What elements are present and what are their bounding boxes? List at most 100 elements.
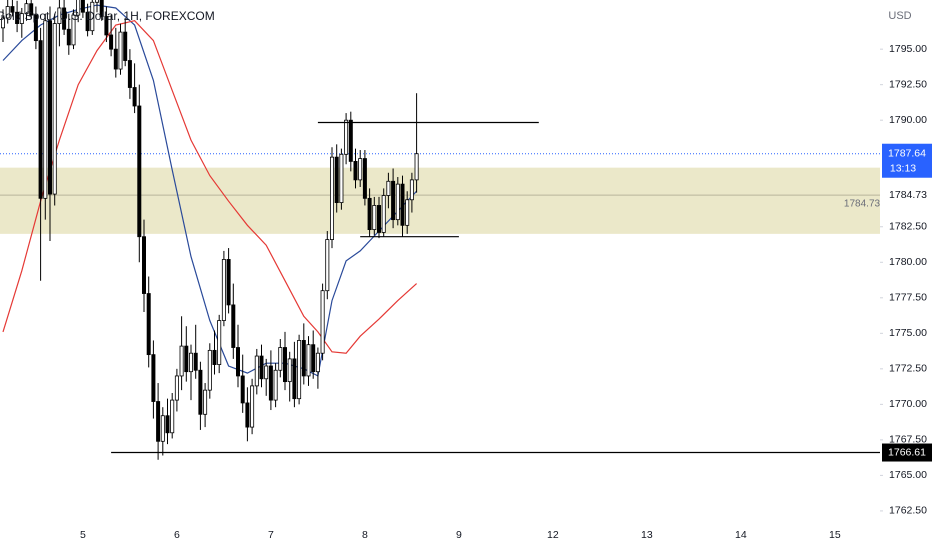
candle-body	[282, 347, 287, 383]
candle-body	[217, 320, 222, 365]
candle-body	[80, 0, 85, 13]
y-tick-label: 1780.00	[889, 256, 927, 268]
candle-body	[292, 358, 297, 400]
candle-body	[193, 352, 198, 371]
candle-body	[254, 355, 259, 387]
y-tick-label: 1790.00	[889, 114, 927, 126]
candle-body	[339, 153, 344, 204]
zone-line-label: 1784.73	[844, 199, 881, 210]
candle-body	[52, 23, 57, 195]
candle-body	[104, 16, 109, 36]
candle-body	[19, 13, 24, 24]
candle-body	[344, 119, 349, 155]
countdown-label: 13:13	[890, 163, 916, 175]
candle-body	[391, 180, 396, 221]
candle-body	[381, 195, 386, 233]
candle-body	[325, 239, 330, 292]
candle-body	[311, 344, 316, 373]
candle-body	[372, 205, 377, 231]
candle-body	[137, 105, 142, 238]
candle-body	[386, 180, 391, 196]
x-tick-label: 8	[362, 529, 368, 541]
candle-body	[334, 156, 339, 204]
candle-body	[132, 87, 137, 107]
candle-body	[297, 340, 302, 400]
candle-body	[184, 345, 189, 373]
candle-body	[146, 293, 151, 356]
candle-body	[358, 158, 363, 181]
x-tick-label: 6	[174, 529, 180, 541]
candle-body	[10, 6, 15, 13]
candle-body	[95, 0, 100, 3]
candle-body	[259, 355, 264, 380]
candle-body	[76, 0, 81, 16]
candle-body	[235, 347, 240, 377]
candle-body	[62, 7, 67, 30]
y-tick-label: 1762.50	[889, 505, 927, 517]
price-axis: 1795.00 1792.50 1790.00 1782.50 1780.00 1777.…	[880, 43, 932, 517]
x-tick-label: 15	[829, 529, 841, 541]
y-tick-label: 1765.00	[889, 469, 927, 481]
x-tick-label: 7	[268, 529, 274, 541]
candle-body	[231, 304, 236, 348]
chart-title: Gold Spot / U.S. Dollar, 1H, FOREXCOM	[0, 9, 215, 23]
candle-body	[273, 369, 278, 401]
level-badge-label: 1766.61	[888, 446, 926, 458]
candle-body	[66, 28, 71, 46]
y-tick-label: 1775.00	[889, 327, 927, 339]
candle-body	[151, 354, 156, 402]
candle-body	[170, 399, 175, 434]
price-badge-label: 1787.64	[888, 148, 926, 160]
candle-body	[306, 344, 311, 377]
candle-body	[315, 352, 320, 373]
y-tick-label: 1782.50	[889, 221, 927, 233]
zone	[0, 167, 880, 234]
candle-body	[367, 197, 372, 231]
candle-body	[38, 40, 43, 199]
candle-body	[268, 365, 273, 401]
candle-body	[212, 349, 217, 365]
y-tick-label: 1767.50	[889, 434, 927, 446]
candle-body	[203, 389, 208, 415]
candle-body	[43, 20, 48, 199]
y-tick-label: 1777.50	[889, 292, 927, 304]
candle-body	[414, 153, 419, 181]
candle-body	[405, 199, 410, 226]
candle-body	[57, 7, 62, 24]
candle-body	[400, 183, 405, 226]
candle-body	[99, 0, 104, 17]
candle-body	[179, 345, 184, 377]
candle-body	[301, 340, 306, 377]
candle-body	[118, 31, 123, 70]
x-tick-label: 5	[80, 529, 86, 541]
currency-label: USD	[888, 10, 911, 22]
candle-body	[90, 1, 95, 32]
candle-body	[24, 3, 29, 15]
candle-body	[207, 349, 212, 391]
candle-body	[240, 375, 245, 404]
zone-axis-label: 1784.73	[889, 189, 927, 201]
candle-body	[0, 17, 6, 29]
candle-body	[48, 20, 53, 195]
candle-body	[287, 358, 292, 383]
candle-body	[141, 236, 146, 294]
candle-body	[376, 205, 381, 233]
candle-body	[395, 183, 400, 221]
candle-body	[245, 402, 250, 428]
candle-body	[85, 11, 90, 32]
moving-average	[2, 20, 418, 354]
candle-body	[409, 179, 414, 201]
candle-body	[15, 11, 20, 24]
candle-body	[127, 60, 132, 88]
candle-body	[109, 34, 114, 50]
candle-body	[156, 401, 161, 442]
candle-body	[160, 415, 165, 442]
candle-body	[329, 156, 334, 240]
y-tick-label: 1792.50	[889, 78, 927, 90]
x-tick-label: 9	[456, 529, 462, 541]
x-tick-label: 14	[735, 529, 747, 541]
candle-body	[362, 158, 367, 199]
